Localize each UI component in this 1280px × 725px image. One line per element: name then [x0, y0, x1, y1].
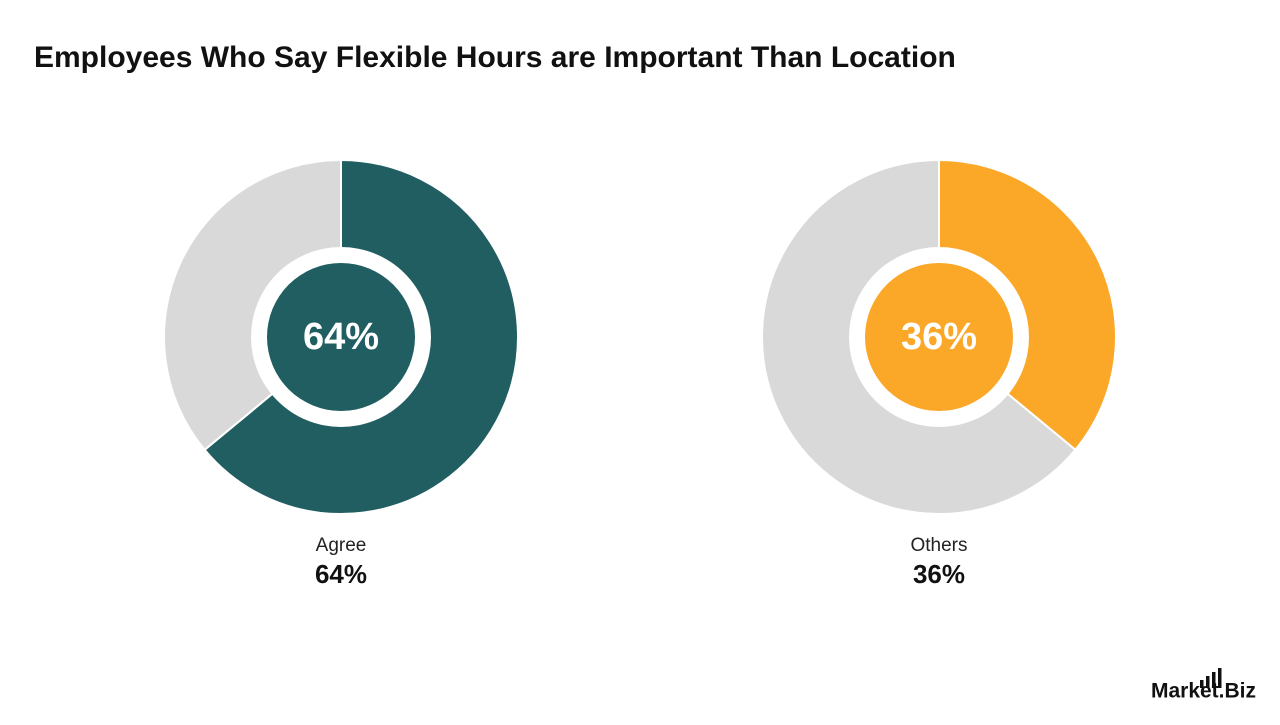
category-label: Others [910, 535, 967, 556]
pie-segment [163, 158, 342, 452]
category-label: Agree [316, 535, 367, 556]
logo-bar [1206, 676, 1210, 688]
center-disc [865, 263, 1013, 411]
logo-bar [1218, 668, 1222, 688]
brand-logo: Market.Biz [1151, 668, 1256, 703]
value-label: 64% [315, 559, 367, 589]
logo-bar [1212, 672, 1216, 688]
center-value-label: 64% [303, 316, 379, 358]
value-label: 36% [913, 559, 965, 589]
center-value-label: 36% [901, 316, 977, 358]
center-disc [267, 263, 415, 411]
brand-name: Market.Biz [1151, 680, 1256, 703]
chart-title: Employees Who Say Flexible Hours are Imp… [34, 41, 956, 74]
pie-segment [938, 158, 1117, 452]
logo-bar [1200, 680, 1204, 688]
